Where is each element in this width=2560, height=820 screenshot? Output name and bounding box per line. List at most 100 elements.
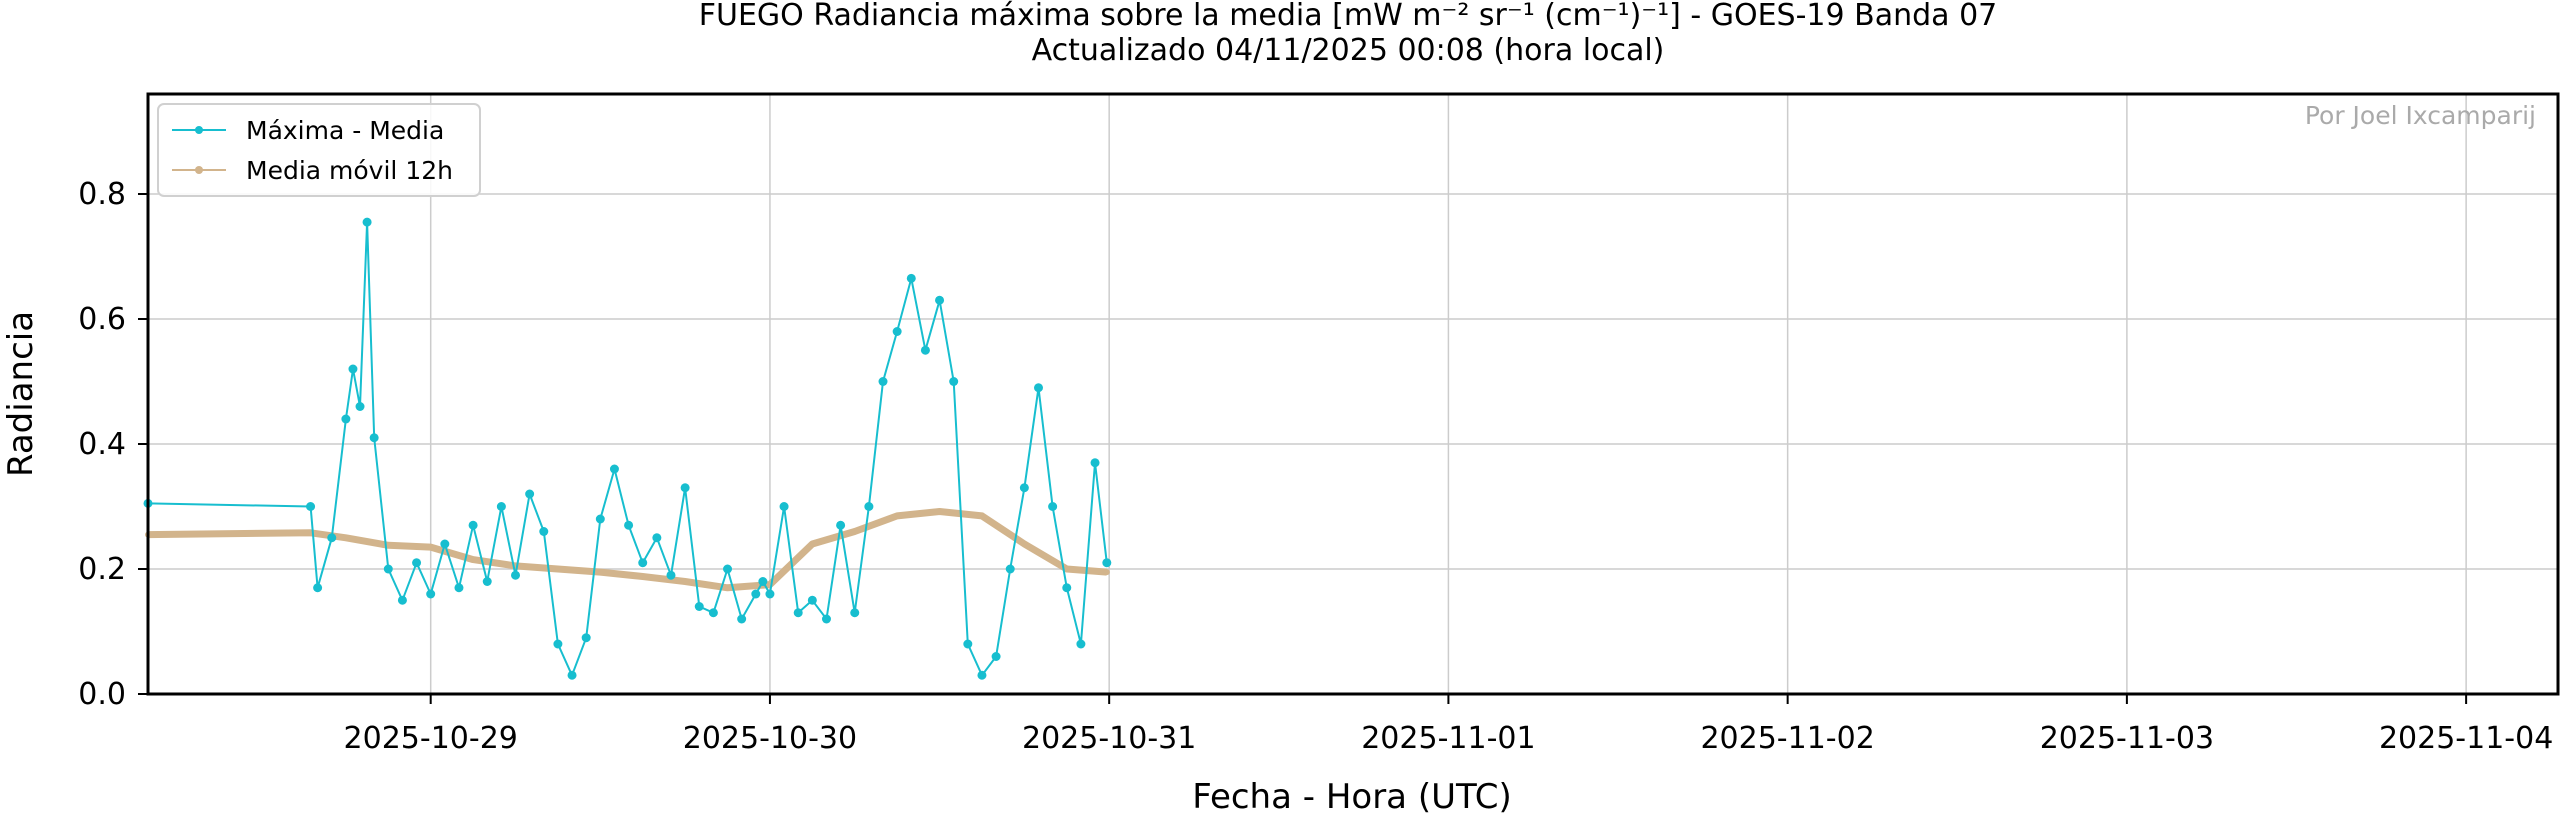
max-point [362,217,372,227]
y-tick-label: 0.2 [78,552,126,587]
max-point [496,502,506,511]
max-point [313,583,323,593]
max-point [864,502,874,511]
max-point [836,520,846,530]
max-point [723,564,733,574]
max-point [821,614,831,624]
max-point [355,402,365,411]
x-tick-label: 2025-11-03 [2040,721,2214,756]
max-point [737,614,747,624]
max-point [581,633,591,643]
legend: Máxima - Media Media móvil 12h [157,103,481,197]
max-point [708,608,718,618]
max-point [1076,639,1086,649]
max-point [694,602,704,611]
max-point [850,608,860,618]
max-point [991,652,1001,661]
max-point [454,583,464,593]
mean-point [639,573,646,580]
chart-subtitle: Actualizado 04/11/2025 00:08 (hora local… [1032,33,1665,68]
x-tick-label: 2025-11-02 [1700,721,1874,756]
max-point [553,639,563,649]
max-point [963,639,973,649]
max-point [440,539,450,549]
max-point [397,595,407,605]
max-point [482,577,492,586]
mean-point [470,556,477,563]
mean-point [978,512,985,519]
max-point [793,608,803,618]
max-point [977,670,987,680]
y-tick-label: 0.0 [78,677,126,712]
max-point [369,433,379,443]
grid [148,94,2558,695]
y-tick-label: 0.8 [78,177,126,212]
max-point [935,295,945,305]
mean-point [1063,566,1070,572]
x-tick-label: 2025-11-01 [1361,721,1535,756]
legend-marker-mean [195,166,203,174]
mean-point [342,534,349,541]
max-point [1102,558,1112,568]
max-point [595,514,605,524]
mean-point [554,566,561,572]
max-point [567,670,577,680]
mean-point [1103,569,1110,576]
max-point [779,502,789,511]
max-point [666,570,676,580]
max-point [525,489,535,499]
mean-point [851,528,858,535]
mean-point [682,578,689,585]
max-point [949,377,959,386]
max-point [906,273,916,283]
max-point [306,502,316,511]
mean-point [724,584,731,591]
plot-frame [146,92,2560,696]
mean-point [597,569,604,576]
max-point [341,414,351,424]
max-point [758,577,768,586]
x-tick-label: 2025-10-29 [344,721,518,756]
chart-title: FUEGO Radiancia máxima sobre la media [m… [699,0,1998,33]
max-point [892,327,902,336]
y-tick-label: 0.6 [78,302,126,337]
max-point [426,589,436,599]
max-point [680,483,690,493]
max-point [383,564,393,574]
watermark: Por Joel Ixcamparij [2305,101,2536,130]
max-point [652,533,662,543]
max-point [1033,383,1043,393]
mean-point [809,541,816,547]
max-point [751,589,761,599]
max-point [1090,458,1100,468]
max-point [511,570,521,580]
x-tick-label: 2025-10-30 [683,721,857,756]
x-tick-label: 2025-10-31 [1022,721,1196,756]
max-point [327,533,337,543]
max-point [807,595,817,605]
max-point [468,520,478,530]
max-point [609,464,619,474]
x-axis-label: Fecha - Hora (UTC) [1192,777,1512,817]
max-point [878,377,888,386]
max-point [1062,583,1072,593]
max-point [539,527,549,536]
legend-label-mean: Media móvil 12h [246,156,453,185]
max-point [624,520,634,530]
axis-ticks: 0.0 0.2 0.4 0.6 0.8 2025-10-29 2025-10-30 2025-… [78,177,2553,756]
max-point [765,589,775,599]
legend-marker-max [195,126,203,134]
max-point [412,558,422,568]
max-point [920,345,930,355]
series-line-max [147,221,1108,677]
x-tick-label: 2025-11-04 [2379,721,2553,756]
y-axis-label: Radiancia [1,311,41,477]
legend-label-max: Máxima - Media [246,116,444,145]
mean-point [427,544,434,551]
mean-point [936,508,943,515]
legend-box [157,103,481,197]
series-lines [143,217,1112,680]
mean-point [1021,541,1028,547]
max-point [1005,564,1015,574]
